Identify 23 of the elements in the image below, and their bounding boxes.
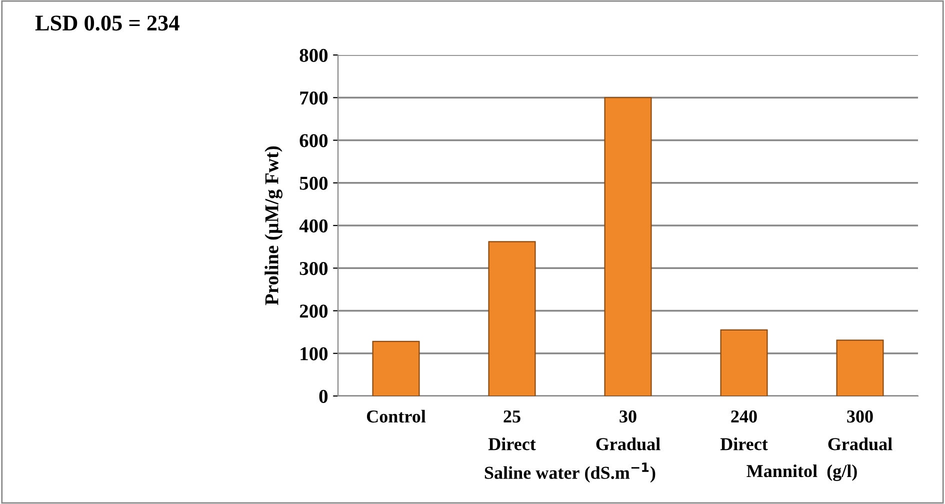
y-tick-label: 500 bbox=[300, 176, 328, 190]
y-tick-label: 200 bbox=[300, 304, 328, 318]
y-axis-title: Proline (µM/g Fwt) bbox=[264, 146, 282, 306]
text: LSD 0.05 = 234 bbox=[35, 16, 180, 31]
bar bbox=[720, 329, 768, 396]
x-tick-label: 240 Direct bbox=[720, 410, 768, 450]
text: Mannitol (g/l) bbox=[746, 464, 857, 481]
y-tick-label: 100 bbox=[300, 347, 328, 360]
x-tick-label: 25 Direct bbox=[488, 410, 536, 450]
text: Saline water (dS.m$^{−1}$) bbox=[484, 462, 656, 483]
bar bbox=[372, 340, 420, 396]
x-tick-label: 300 Gradual bbox=[828, 410, 892, 450]
y-tick-label: 800 bbox=[300, 48, 328, 62]
y-tick-label: 700 bbox=[300, 91, 328, 105]
x-tick-label: Control bbox=[366, 410, 426, 423]
bar bbox=[836, 340, 884, 396]
y-tick-label: 400 bbox=[299, 219, 328, 232]
y-tick-label: 300 bbox=[300, 262, 328, 276]
bar bbox=[604, 97, 652, 396]
y-tick-label: 0 bbox=[319, 390, 328, 403]
bar bbox=[488, 241, 536, 396]
y-tick-label: 600 bbox=[300, 134, 328, 148]
x-tick-label: 30 Gradual bbox=[596, 410, 660, 450]
